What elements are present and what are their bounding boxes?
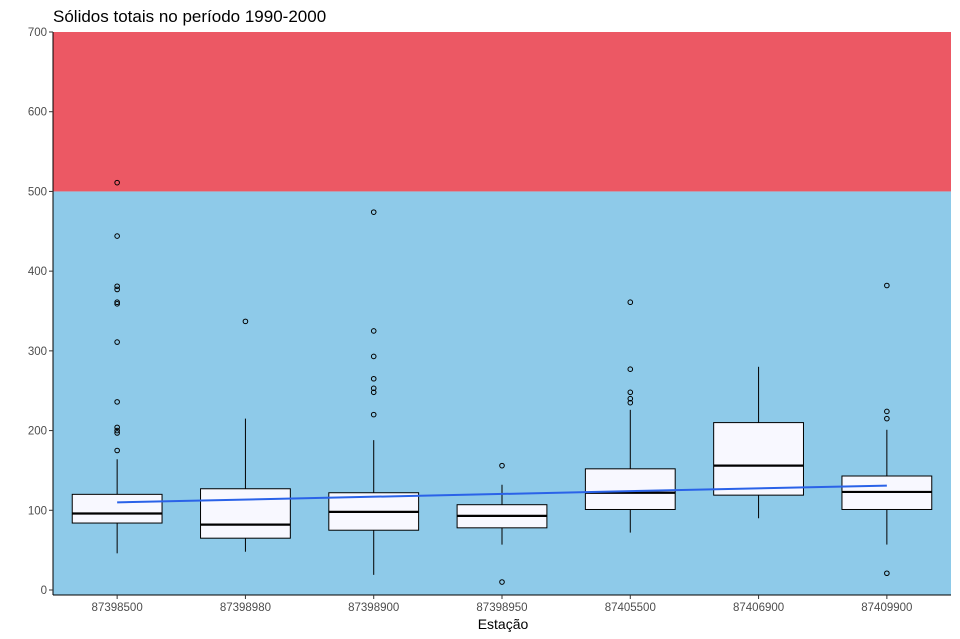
y-tick-label: 400 [28, 266, 47, 278]
outlier-point [114, 286, 120, 293]
trend-line-layer [117, 484, 887, 504]
y-tick-label: 500 [28, 186, 47, 198]
outlier-point [242, 318, 249, 325]
outlier-point [114, 424, 120, 431]
outlier-point [114, 427, 120, 434]
outlier-point [884, 282, 890, 289]
outlier-point [370, 375, 377, 382]
x-axis-title: Estação [478, 616, 529, 632]
outlier-point [370, 385, 377, 392]
outlier-point [114, 447, 120, 454]
outlier-point [114, 299, 120, 306]
outlier-point [627, 299, 634, 306]
outlier-point [370, 328, 377, 334]
boxes [71, 179, 933, 585]
outlier-point [370, 353, 377, 360]
outlier-point [114, 283, 120, 290]
box-group [456, 462, 548, 585]
outlier-point [884, 570, 890, 577]
outlier-point [114, 179, 120, 186]
box-group [841, 282, 933, 577]
outlier-point [114, 233, 120, 239]
outlier-point [884, 415, 890, 422]
x-tick-label: 87398500 [92, 602, 143, 614]
outlier-point [627, 395, 634, 402]
outlier-point [499, 462, 505, 469]
outlier-point [627, 389, 634, 396]
outlier-point [114, 430, 120, 436]
y-tick-label: 600 [28, 107, 47, 119]
x-tick-label: 87409900 [861, 602, 912, 614]
outlier-point [627, 366, 634, 372]
outlier-point [499, 579, 505, 585]
outlier-point [884, 408, 890, 415]
outlier-point [370, 389, 377, 396]
trend-line [117, 484, 887, 504]
x-tick-label: 87406900 [733, 602, 784, 614]
box-group [71, 179, 163, 554]
x-tick-label: 87398900 [348, 602, 399, 614]
box-iqr [200, 488, 291, 539]
y-tick-label: 200 [28, 426, 47, 438]
x-tick-label: 87405500 [605, 602, 656, 614]
y-tick-label: 300 [28, 346, 47, 358]
box-iqr [584, 468, 676, 510]
outlier-point [627, 399, 634, 406]
outlier-point [114, 339, 120, 345]
box-iqr [71, 493, 163, 524]
x-tick-label: 87398950 [476, 602, 527, 614]
box-group [713, 366, 804, 519]
outlier-point [114, 399, 120, 405]
chart-title: Sólidos totais no período 1990-2000 [53, 7, 326, 26]
x-axis-ticks: 87398500 87398980 87398900 87398950 87405500… [92, 595, 912, 614]
box-iqr [713, 422, 804, 496]
y-axis-ticks: 0 100 200 300 400 500 600 700 [28, 27, 53, 597]
y-tick-label: 0 [41, 585, 47, 597]
x-tick-label: 87398980 [220, 602, 271, 614]
outlier-point [370, 209, 377, 215]
background-band [53, 32, 951, 192]
outlier-point [370, 411, 377, 418]
box-group [584, 299, 676, 533]
y-tick-label: 700 [28, 27, 47, 39]
box-group [328, 209, 420, 575]
box-group [200, 318, 291, 552]
y-tick-label: 100 [28, 505, 47, 517]
